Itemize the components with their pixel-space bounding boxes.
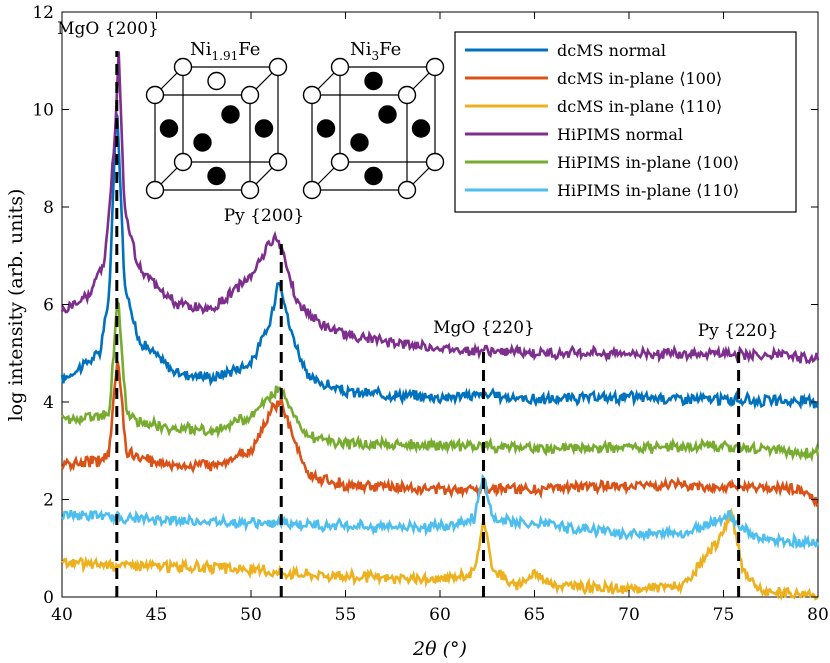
y-tick-label-1: 2	[43, 491, 54, 511]
series-line-4	[60, 298, 820, 463]
peak-label-1: Py {200}	[224, 206, 305, 226]
legend-label-1: dcMS in-plane ⟨100⟩	[557, 69, 722, 88]
cube-right-atom-13	[411, 119, 431, 138]
x-tick-label-4: 60	[429, 605, 451, 625]
crystal-structure-inset: Ni1.91Fe Ni3Fe	[145, 39, 445, 200]
series-line-3	[60, 51, 820, 365]
peak-label-3: Py {220}	[698, 321, 779, 341]
cube-left-atom-7	[268, 57, 288, 77]
legend-label-3: HiPIMS normal	[557, 125, 683, 144]
cube-left-atom-13	[254, 119, 274, 138]
cube-left-atom-8	[193, 133, 212, 152]
cube-left-atom-0	[145, 180, 165, 200]
legend-label-0: dcMS normal	[557, 41, 666, 60]
y-tick-label-2: 4	[43, 393, 54, 413]
x-tick-label-1: 45	[146, 605, 168, 625]
cube-left-atom-5	[268, 152, 288, 172]
series-line-1	[60, 361, 819, 508]
peak-label-2: MgO {220}	[433, 318, 535, 338]
series-line-2	[61, 507, 820, 602]
cube-right-atom-1	[397, 180, 417, 200]
cube-left-atom-12	[159, 119, 179, 138]
cube-right-atom-2	[302, 85, 322, 105]
ni3fe-unit-cell	[302, 57, 445, 200]
cube-right-atom-10	[364, 71, 383, 91]
legend-label-5: HiPIMS in-plane ⟨110⟩	[557, 181, 739, 200]
y-tick-label-0: 0	[43, 588, 54, 608]
y-tick-label-3: 6	[43, 296, 54, 316]
x-tick-label-3: 55	[335, 605, 357, 625]
right-crystal-label: Ni3Fe	[350, 39, 401, 63]
cube-right-atom-11	[364, 166, 383, 186]
peak-annotations: MgO {200} Py {200} MgO {220} Py {220}	[57, 19, 778, 341]
axis-ticks: 40 45 50 55 60 65 70 75 80 0 2 4 6 8 10 12	[32, 3, 828, 625]
reference-lines	[115, 51, 741, 597]
cube-left-atom-11	[207, 166, 226, 186]
cube-right-atom-6	[330, 57, 350, 77]
cube-left-atom-1	[240, 180, 260, 200]
x-axis-label: 2θ (°)	[412, 638, 467, 660]
cube-right-atom-12	[316, 119, 336, 138]
legend-box	[454, 31, 797, 213]
cube-left-atom-3	[240, 85, 260, 105]
cube-right-atom-5	[425, 152, 445, 172]
cube-right-atom-9	[378, 105, 397, 124]
cube-left-atom-4	[173, 152, 193, 172]
ni191fe-unit-cell	[145, 57, 288, 200]
cube-right-atom-3	[397, 85, 417, 105]
cube-left-atom-6	[173, 57, 193, 77]
peak-label-0: MgO {200}	[57, 19, 159, 39]
cube-right-atom-7	[425, 57, 445, 77]
cube-right-atom-0	[302, 180, 322, 200]
legend-label-2: dcMS in-plane ⟨110⟩	[557, 97, 722, 116]
x-tick-label-8: 80	[807, 605, 829, 625]
x-tick-label-2: 50	[240, 605, 262, 625]
y-axis-label: log intensity (arb. units)	[5, 189, 27, 422]
y-tick-label-6: 12	[32, 3, 54, 23]
x-tick-label-6: 70	[618, 605, 640, 625]
cube-right-atom-8	[350, 133, 369, 152]
x-tick-label-7: 75	[713, 605, 735, 625]
cube-left-atom-9	[221, 105, 240, 124]
legend: dcMS normal dcMS in-plane ⟨100⟩ dcMS in-pl…	[454, 31, 797, 213]
x-tick-label-0: 40	[51, 605, 73, 625]
series-layer	[60, 51, 820, 602]
cube-left-atom-2	[145, 85, 165, 105]
cube-right-atom-4	[330, 152, 350, 172]
x-tick-label-5: 65	[524, 605, 546, 625]
y-tick-label-4: 8	[43, 198, 54, 218]
series-line-5	[61, 473, 820, 551]
left-crystal-label: Ni1.91Fe	[190, 39, 260, 63]
y-tick-label-5: 10	[32, 101, 54, 121]
legend-label-4: HiPIMS in-plane ⟨100⟩	[557, 153, 739, 172]
series-line-0	[60, 113, 820, 411]
cube-left-atom-10	[207, 71, 226, 91]
